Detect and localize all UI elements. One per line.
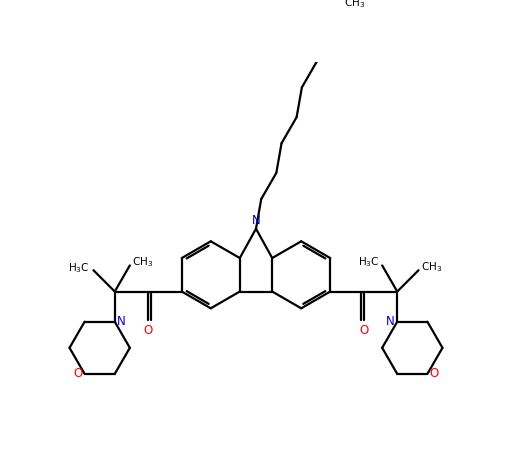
Text: O: O [73,368,82,380]
Text: N: N [251,214,261,228]
Text: O: O [144,324,153,337]
Text: CH$_3$: CH$_3$ [344,0,365,10]
Text: O: O [430,368,439,380]
Text: O: O [359,324,368,337]
Text: CH$_3$: CH$_3$ [132,255,153,269]
Text: CH$_3$: CH$_3$ [421,260,442,274]
Text: H$_3$C: H$_3$C [358,255,380,269]
Text: H$_3$C: H$_3$C [69,261,90,275]
Text: N: N [387,315,395,328]
Text: N: N [117,315,125,328]
